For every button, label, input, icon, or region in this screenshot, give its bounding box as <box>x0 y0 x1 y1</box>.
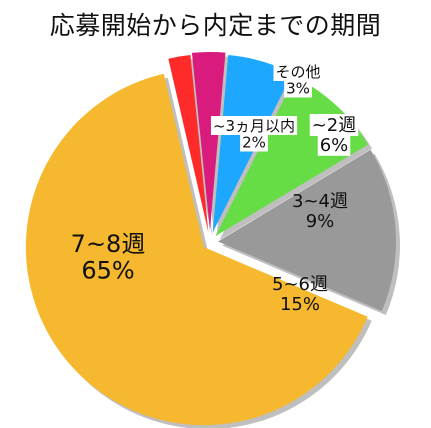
slice-label-3: ~2週6% <box>309 114 359 156</box>
chart-title: 応募開始から内定までの期間 <box>49 11 382 40</box>
slice-value-label: 6% <box>320 135 349 156</box>
slice-value-label: 2% <box>242 134 266 152</box>
label-background <box>309 114 359 136</box>
label-background <box>284 78 312 98</box>
slice-category-label: その他 <box>275 63 320 81</box>
slice-category-label: 3~4週 <box>292 191 348 212</box>
slice-category-label: 7~8週 <box>71 230 146 258</box>
label-background <box>273 62 323 81</box>
label-background <box>317 133 351 156</box>
pie-slice-1 <box>168 55 209 233</box>
slice-category-label: ~2週 <box>312 115 357 136</box>
pie-slice-6 <box>25 73 368 426</box>
slice-category-label: ~3ヵ月以内 <box>213 117 295 135</box>
slice-value-label: 3% <box>286 80 310 98</box>
label-background <box>240 132 268 152</box>
slice-value-label: 65% <box>81 256 134 284</box>
label-background <box>210 116 298 135</box>
slice-label-4: 3~4週9% <box>292 191 348 232</box>
pie-slice-2 <box>191 52 226 231</box>
slice-value-label: 9% <box>306 211 335 232</box>
pie-slice-5 <box>217 149 396 311</box>
slice-value-label: 15% <box>280 294 320 315</box>
slice-category-label: 5~6週 <box>272 274 328 295</box>
